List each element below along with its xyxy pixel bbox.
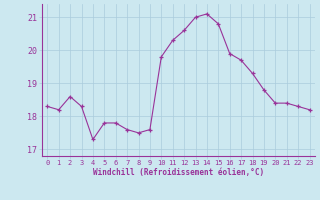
X-axis label: Windchill (Refroidissement éolien,°C): Windchill (Refroidissement éolien,°C) [93, 168, 264, 177]
